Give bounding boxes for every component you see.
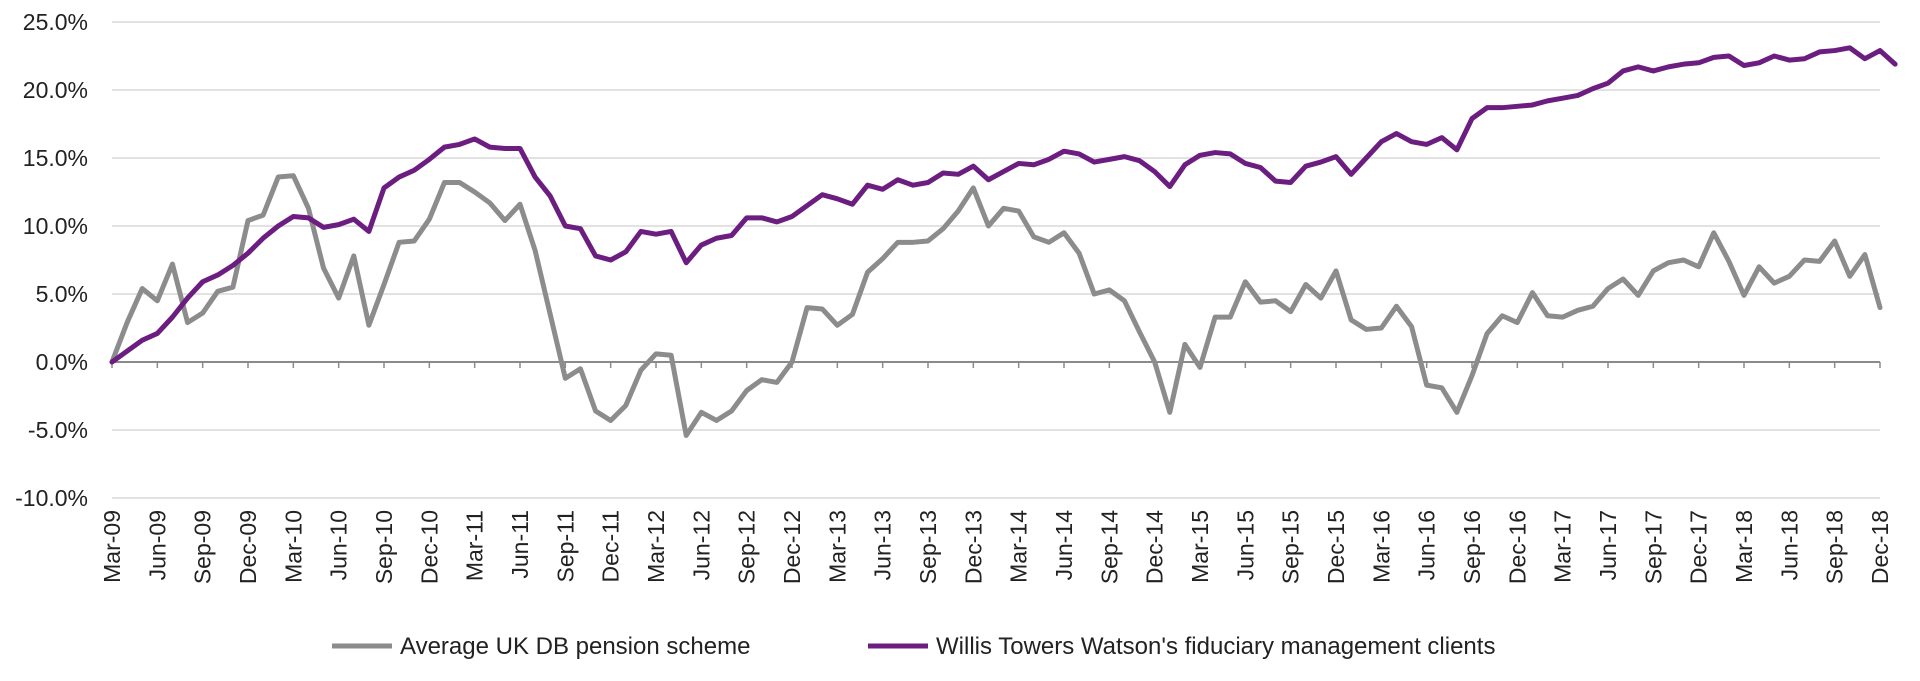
x-tick-label: Mar-10 [280, 510, 306, 583]
x-tick-label: Sep-17 [1640, 510, 1666, 584]
y-tick-label: 0.0% [36, 349, 88, 375]
y-tick-label: 25.0% [23, 9, 88, 35]
x-tick-label: Jun-18 [1776, 510, 1802, 580]
x-tick-label: Dec-10 [416, 510, 442, 584]
x-tick-label: Dec-11 [598, 510, 624, 582]
legend-label: Willis Towers Watson's fiduciary managem… [936, 633, 1495, 660]
x-tick-label: Sep-09 [190, 510, 216, 584]
x-tick-label: Jun-14 [1051, 510, 1077, 581]
x-axis-tick-labels: Mar-09 Jun-09 Sep-09 Dec-09 Mar-10 Jun-10 Sep-… [99, 362, 1893, 584]
legend: Average UK DB pension scheme Willis Tower… [332, 633, 1495, 660]
y-tick-label: -10.0% [15, 485, 88, 511]
x-tick-label: Sep-11 [552, 510, 578, 582]
x-tick-label: Jun-15 [1232, 510, 1258, 580]
x-tick-label: Sep-15 [1278, 510, 1304, 584]
x-tick-label: Sep-12 [734, 510, 760, 584]
legend-label: Average UK DB pension scheme [400, 633, 750, 660]
x-tick-label: Dec-18 [1867, 510, 1893, 584]
y-axis-tick-labels: 25.0% 20.0% 15.0% 10.0% 5.0% 0.0% -5.0% -10.0% [15, 9, 88, 511]
x-tick-label: Jun-13 [870, 510, 896, 580]
y-tick-label: -5.0% [28, 417, 88, 443]
x-tick-label: Dec-16 [1504, 510, 1530, 584]
x-tick-label: Jun-11 [507, 510, 533, 579]
x-tick-label: Dec-15 [1323, 510, 1349, 584]
x-tick-label: Dec-09 [235, 510, 261, 584]
x-tick-label: Mar-16 [1368, 510, 1394, 583]
x-tick-label: Mar-12 [643, 510, 669, 583]
x-tick-label: Mar-15 [1187, 510, 1213, 583]
y-tick-label: 20.0% [23, 77, 88, 103]
y-tick-label: 5.0% [36, 281, 88, 307]
x-tick-label: Mar-09 [99, 510, 125, 583]
x-tick-label: Sep-14 [1096, 510, 1122, 584]
gridlines [112, 21, 1880, 499]
y-tick-label: 10.0% [23, 213, 88, 239]
y-tick-label: 15.0% [23, 145, 88, 171]
x-tick-label: Sep-18 [1822, 510, 1848, 584]
x-tick-label: Jun-12 [688, 510, 714, 580]
x-tick-label: Jun-10 [326, 510, 352, 580]
x-tick-label: Mar-18 [1731, 510, 1757, 583]
x-tick-label: Dec-14 [1142, 510, 1168, 584]
x-tick-label: Dec-13 [960, 510, 986, 584]
series-lines [109, 45, 1898, 438]
x-tick-label: Sep-16 [1459, 510, 1485, 584]
x-tick-label: Jun-09 [144, 510, 170, 580]
x-tick-label: Dec-12 [779, 510, 805, 584]
x-tick-label: Jun-17 [1595, 510, 1621, 580]
series-line-wtw-fiduciary-clients [109, 45, 1898, 365]
x-tick-label: Mar-11 [462, 510, 488, 581]
x-tick-label: Mar-13 [824, 510, 850, 583]
x-tick-label: Sep-10 [371, 510, 397, 584]
x-tick-label: Mar-14 [1006, 510, 1032, 583]
x-tick-label: Mar-17 [1550, 510, 1576, 583]
x-tick-label: Dec-17 [1686, 510, 1712, 584]
series-line-average-uk-db-pension-scheme [109, 173, 1883, 438]
x-tick-label: Sep-13 [915, 510, 941, 584]
x-tick-label: Jun-16 [1414, 510, 1440, 580]
